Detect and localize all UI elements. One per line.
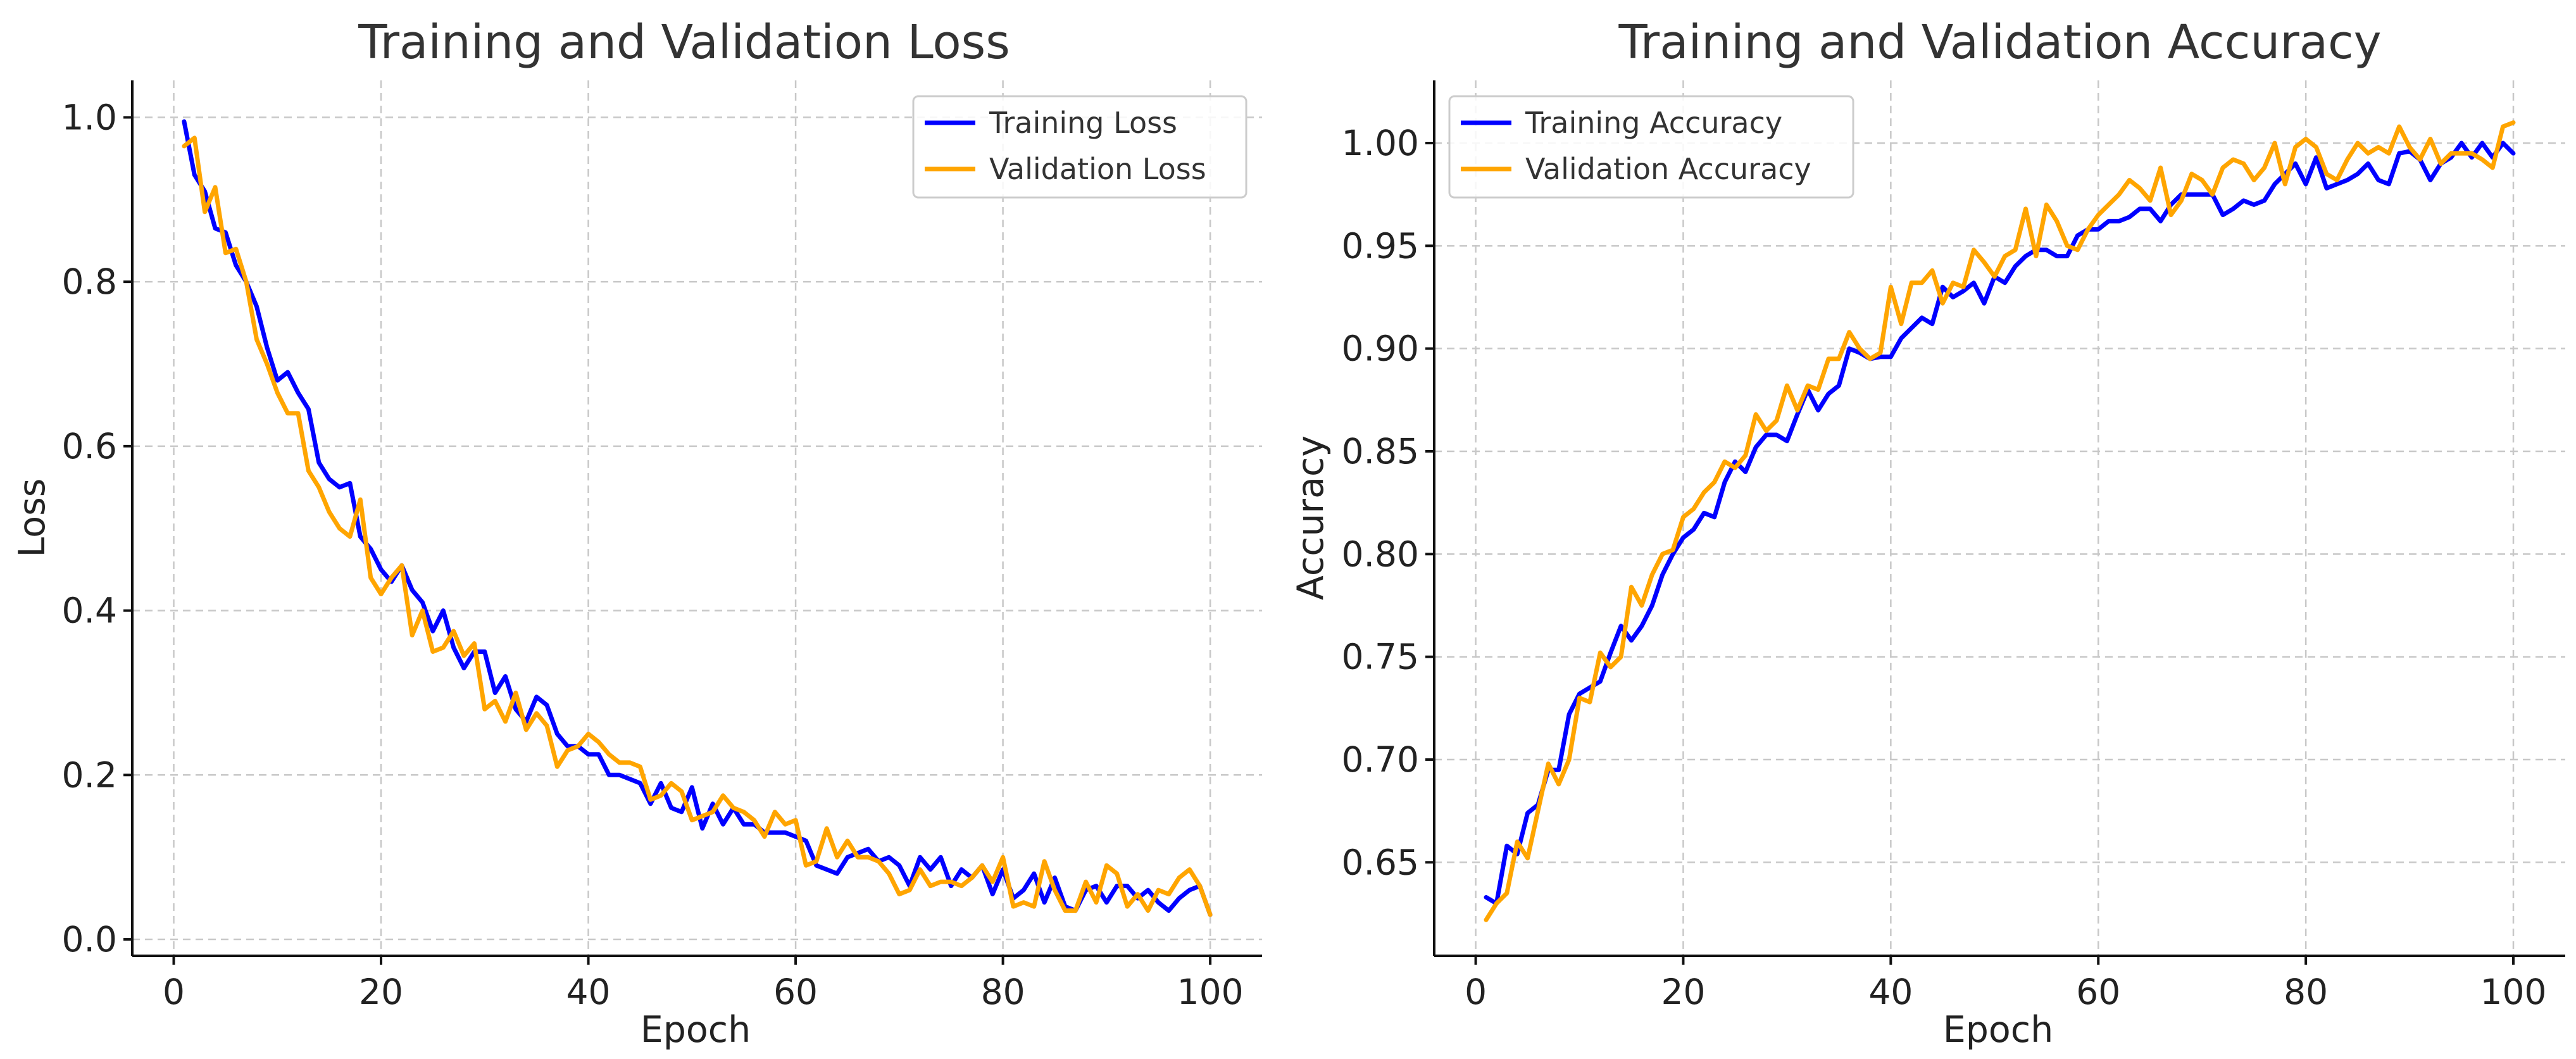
loss-chart: Training and Validation Loss 0 20 40 60 80 10…	[11, 15, 1262, 1051]
accuracy-x-tick-label: 20	[1661, 972, 1705, 1012]
accuracy-x-axis-label: Epoch	[1943, 1009, 2054, 1051]
loss-chart-title: Training and Validation Loss	[358, 15, 1010, 70]
accuracy-legend: Training Accuracy Validation Accuracy	[1448, 95, 1854, 199]
loss-legend: Training Loss Validation Loss	[912, 95, 1247, 199]
loss-x-tick-label: 80	[981, 972, 1025, 1012]
accuracy-grid	[1434, 80, 2565, 956]
accuracy-y-tick-label: 0.80	[1342, 534, 1419, 574]
accuracy-series-training-accuracy	[1484, 141, 2516, 906]
loss-y-axis-label: Loss	[11, 478, 53, 557]
loss-x-tick-label: 40	[566, 972, 611, 1012]
loss-x-tick-label: 0	[163, 972, 185, 1012]
loss-x-tick-label: 60	[773, 972, 818, 1012]
accuracy-x-tick-label: 100	[2480, 972, 2547, 1012]
accuracy-y-ticks: 0.65 0.70 0.75 0.80 0.85 0.90 0.95 1.00	[1342, 123, 1434, 882]
accuracy-legend-box	[1448, 95, 1854, 199]
loss-series	[182, 119, 1213, 917]
accuracy-y-tick-label: 0.85	[1342, 431, 1419, 472]
loss-axes	[131, 80, 1262, 957]
loss-legend-label: Training Loss	[989, 106, 1177, 140]
loss-y-tick-label: 0.4	[62, 591, 117, 631]
accuracy-axes	[1433, 80, 2565, 957]
accuracy-legend-label: Training Accuracy	[1525, 106, 1782, 140]
accuracy-y-axis-label: Accuracy	[1290, 436, 1332, 600]
accuracy-y-tick-label: 0.95	[1342, 225, 1419, 266]
loss-x-ticks: 0 20 40 60 80 100	[163, 956, 1244, 1012]
loss-y-tick-label: 0.6	[62, 426, 117, 467]
loss-y-tick-label: 0.8	[62, 261, 117, 302]
loss-y-tick-label: 0.2	[62, 755, 117, 795]
accuracy-x-tick-label: 0	[1465, 972, 1487, 1012]
accuracy-y-tick-label: 0.90	[1342, 329, 1419, 369]
loss-legend-box	[912, 95, 1247, 199]
loss-y-ticks: 0.0 0.2 0.4 0.6 0.8 1.0	[62, 97, 132, 960]
accuracy-chart: Training and Validation Accuracy 0 20 40 60…	[1290, 15, 2565, 1051]
loss-x-tick-label: 100	[1177, 972, 1244, 1012]
accuracy-y-tick-label: 1.00	[1342, 123, 1419, 163]
loss-series-validation-loss	[182, 135, 1213, 917]
accuracy-y-tick-label: 0.75	[1342, 637, 1419, 677]
accuracy-legend-label: Validation Accuracy	[1525, 152, 1811, 186]
accuracy-x-tick-label: 40	[1868, 972, 1913, 1012]
loss-x-axis-label: Epoch	[641, 1009, 751, 1051]
accuracy-x-ticks: 0 20 40 60 80 100	[1465, 956, 2547, 1012]
loss-x-tick-label: 20	[359, 972, 403, 1012]
loss-legend-label: Validation Loss	[989, 152, 1206, 186]
accuracy-series	[1484, 120, 2516, 922]
accuracy-x-tick-label: 80	[2284, 972, 2328, 1012]
loss-y-tick-label: 0.0	[62, 919, 117, 960]
accuracy-series-validation-accuracy	[1484, 120, 2516, 922]
accuracy-chart-title: Training and Validation Accuracy	[1618, 15, 2381, 70]
accuracy-y-tick-label: 0.65	[1342, 842, 1419, 882]
loss-y-tick-label: 1.0	[62, 97, 117, 137]
accuracy-x-tick-label: 60	[2076, 972, 2120, 1012]
accuracy-y-tick-label: 0.70	[1342, 739, 1419, 780]
